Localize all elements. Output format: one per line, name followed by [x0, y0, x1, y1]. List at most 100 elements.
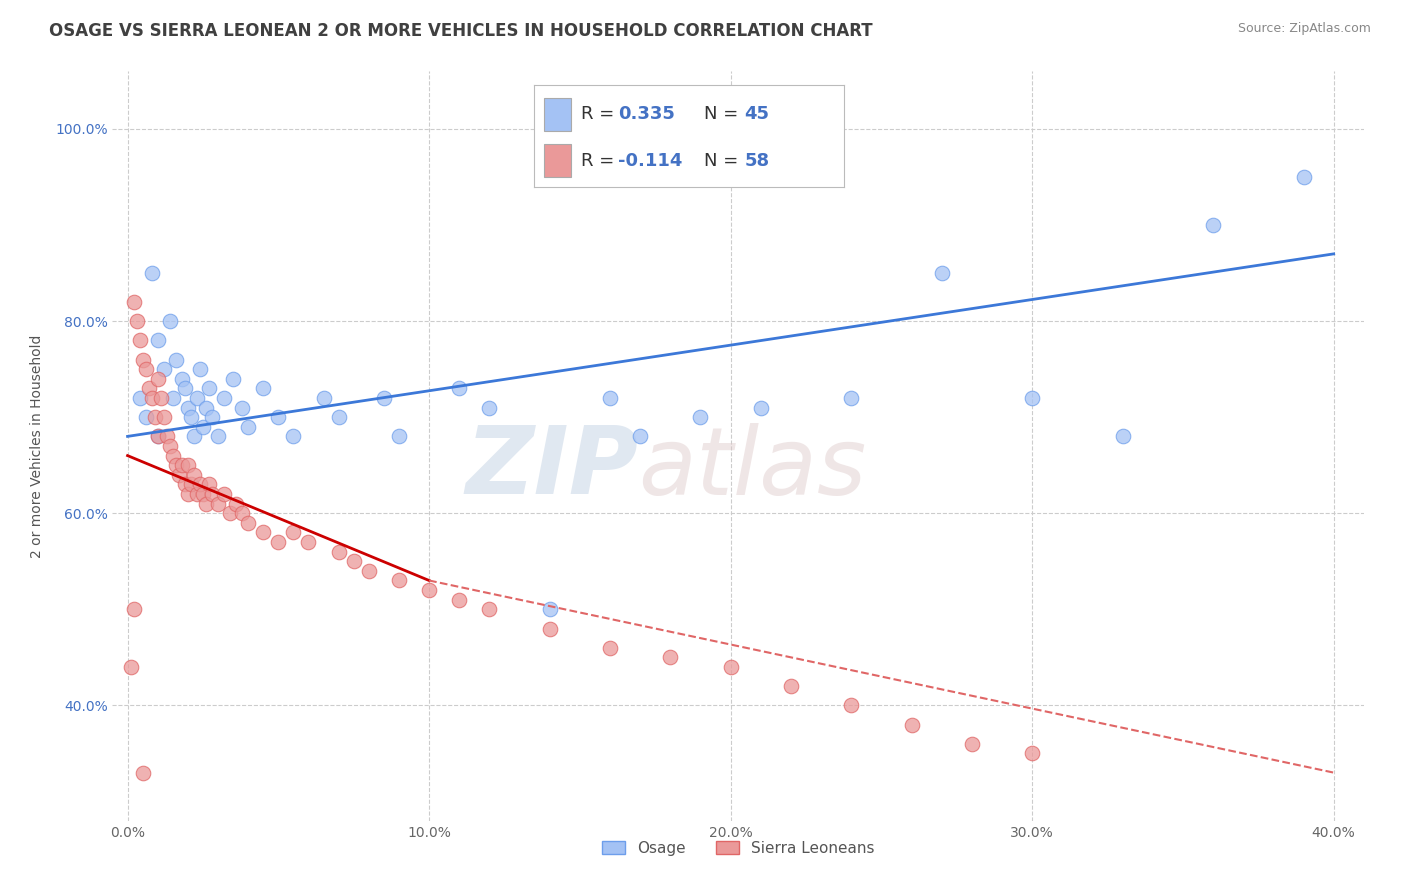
Point	[659, 650, 682, 665]
Point	[162, 449, 184, 463]
Point	[170, 372, 193, 386]
Point	[720, 660, 742, 674]
Point	[267, 535, 290, 549]
Text: N =: N =	[704, 105, 744, 123]
Point	[749, 401, 772, 415]
Point	[165, 352, 187, 367]
Point	[186, 487, 208, 501]
FancyBboxPatch shape	[544, 145, 571, 177]
Text: -0.114: -0.114	[617, 152, 682, 169]
Point	[170, 458, 193, 473]
Point	[238, 419, 260, 434]
Point	[159, 439, 181, 453]
Point	[125, 314, 148, 328]
Point	[146, 372, 169, 386]
Point	[183, 467, 205, 482]
Point	[689, 410, 711, 425]
Point	[222, 372, 245, 386]
Point	[238, 516, 260, 530]
Point	[538, 622, 561, 636]
Point	[780, 679, 803, 693]
Point	[328, 410, 350, 425]
Point	[225, 497, 247, 511]
Point	[343, 554, 366, 568]
Point	[201, 410, 224, 425]
Point	[135, 362, 157, 376]
Point	[219, 506, 242, 520]
Point	[231, 506, 253, 520]
Point	[177, 458, 200, 473]
Point	[839, 698, 862, 713]
Point	[146, 334, 169, 348]
Point	[297, 535, 319, 549]
Point	[207, 497, 229, 511]
Point	[194, 497, 217, 511]
Point	[283, 525, 305, 540]
Text: Source: ZipAtlas.com: Source: ZipAtlas.com	[1237, 22, 1371, 36]
Point	[167, 467, 190, 482]
Point	[599, 640, 621, 655]
Point	[1021, 747, 1043, 761]
Point	[177, 401, 200, 415]
Point	[198, 477, 221, 491]
Point	[177, 487, 200, 501]
Point	[122, 602, 145, 616]
Point	[231, 401, 253, 415]
Point	[267, 410, 290, 425]
Point	[173, 381, 195, 395]
Point	[194, 401, 217, 415]
Text: 58: 58	[745, 152, 769, 169]
Point	[478, 401, 501, 415]
Point	[131, 352, 153, 367]
Point	[128, 334, 150, 348]
Point	[538, 602, 561, 616]
Text: N =: N =	[704, 152, 744, 169]
Point	[207, 429, 229, 443]
Point	[212, 487, 235, 501]
Point	[252, 381, 274, 395]
Point	[128, 391, 150, 405]
Point	[212, 391, 235, 405]
Point	[141, 391, 163, 405]
Text: ZIP: ZIP	[465, 423, 638, 515]
Point	[449, 592, 471, 607]
Point	[931, 266, 953, 280]
Point	[373, 391, 395, 405]
Point	[146, 429, 169, 443]
Point	[283, 429, 305, 443]
Point	[180, 410, 202, 425]
Point	[159, 314, 181, 328]
Point	[165, 458, 187, 473]
Text: R =: R =	[581, 105, 620, 123]
Point	[418, 583, 440, 598]
Point	[173, 477, 195, 491]
Text: atlas: atlas	[638, 423, 866, 514]
Point	[839, 391, 862, 405]
Text: 0.335: 0.335	[617, 105, 675, 123]
Point	[135, 410, 157, 425]
Point	[122, 294, 145, 309]
Point	[188, 477, 211, 491]
Point	[162, 391, 184, 405]
Text: OSAGE VS SIERRA LEONEAN 2 OR MORE VEHICLES IN HOUSEHOLD CORRELATION CHART: OSAGE VS SIERRA LEONEAN 2 OR MORE VEHICL…	[49, 22, 873, 40]
Point	[191, 487, 214, 501]
Point	[152, 410, 174, 425]
Point	[138, 381, 160, 395]
Point	[156, 429, 179, 443]
Point	[252, 525, 274, 540]
Point	[599, 391, 621, 405]
Point	[1202, 218, 1225, 232]
Legend: Osage, Sierra Leoneans: Osage, Sierra Leoneans	[596, 834, 880, 862]
Point	[1021, 391, 1043, 405]
Point	[388, 574, 411, 588]
Point	[328, 544, 350, 558]
Point	[183, 429, 205, 443]
Point	[152, 362, 174, 376]
Point	[120, 660, 142, 674]
Point	[149, 391, 172, 405]
Point	[357, 564, 380, 578]
Point	[191, 419, 214, 434]
Point	[1292, 169, 1315, 184]
Text: 45: 45	[745, 105, 769, 123]
Point	[201, 487, 224, 501]
